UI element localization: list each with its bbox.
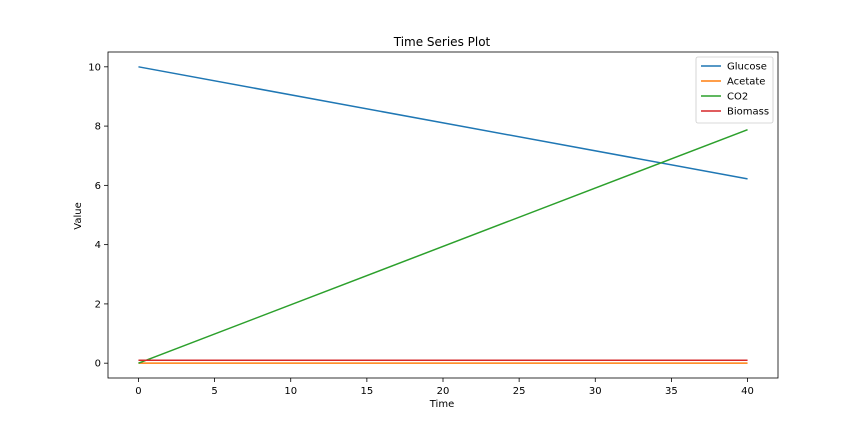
- x-tick-label: 40: [741, 386, 754, 397]
- legend-label-acetate: Acetate: [727, 77, 765, 88]
- chart-title: Time Series Plot: [393, 35, 491, 49]
- legend-box: [695, 56, 774, 124]
- y-axis-label: Value: [73, 202, 84, 229]
- axis-ticks: 0 5 10 15 20 25 30 35 40 0 2 4 6 8 10: [88, 62, 754, 397]
- legend: Glucose Acetate CO2 Biomass: [695, 56, 774, 124]
- y-tick-label: 10: [88, 62, 101, 73]
- x-tick-label: 20: [437, 386, 450, 397]
- y-tick-label: 4: [95, 240, 101, 251]
- x-tick-label: 10: [284, 386, 297, 397]
- legend-label-glucose: Glucose: [727, 62, 767, 73]
- x-tick-label: 15: [360, 386, 373, 397]
- y-tick-label: 2: [95, 299, 101, 310]
- plot-area-frame: [107, 51, 779, 379]
- series-line-glucose: [138, 66, 748, 180]
- series-lines: [138, 66, 748, 364]
- x-tick-label: 25: [513, 386, 526, 397]
- y-tick-label: 8: [95, 122, 101, 133]
- x-tick-label: 30: [589, 386, 602, 397]
- legend-label-co2: CO2: [727, 92, 748, 103]
- x-tick-label: 5: [211, 386, 217, 397]
- x-tick-label: 0: [135, 386, 141, 397]
- series-line-co2: [138, 128, 748, 364]
- x-axis-label: Time: [429, 399, 454, 410]
- legend-label-biomass: Biomass: [727, 107, 769, 118]
- y-tick-label: 0: [95, 359, 101, 370]
- x-tick-label: 35: [665, 386, 678, 397]
- y-tick-label: 6: [95, 181, 101, 192]
